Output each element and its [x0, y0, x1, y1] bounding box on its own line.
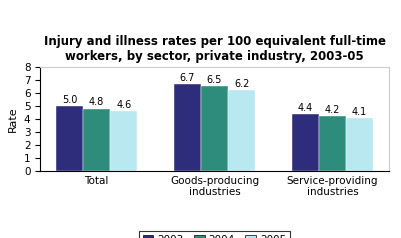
Bar: [228, 90, 255, 171]
Legend: 2003, 2004, 2005: 2003, 2004, 2005: [139, 231, 290, 238]
Text: 5.0: 5.0: [62, 95, 77, 105]
Text: 4.6: 4.6: [116, 100, 132, 110]
Bar: [83, 109, 110, 171]
Text: 4.2: 4.2: [325, 105, 340, 115]
Bar: [56, 106, 83, 171]
Bar: [174, 84, 201, 171]
Y-axis label: Rate: Rate: [8, 106, 18, 132]
Text: 4.1: 4.1: [352, 107, 367, 117]
Text: 6.2: 6.2: [234, 79, 249, 89]
Bar: [110, 111, 137, 171]
Title: Injury and illness rates per 100 equivalent full-time
workers, by sector, privat: Injury and illness rates per 100 equival…: [44, 35, 385, 63]
Bar: [319, 116, 346, 171]
Bar: [201, 86, 228, 171]
Bar: [346, 118, 373, 171]
Text: 6.5: 6.5: [207, 75, 222, 85]
Text: 4.4: 4.4: [298, 103, 313, 113]
Text: 6.7: 6.7: [180, 73, 195, 83]
Text: 4.8: 4.8: [89, 98, 104, 108]
Bar: [292, 114, 319, 171]
